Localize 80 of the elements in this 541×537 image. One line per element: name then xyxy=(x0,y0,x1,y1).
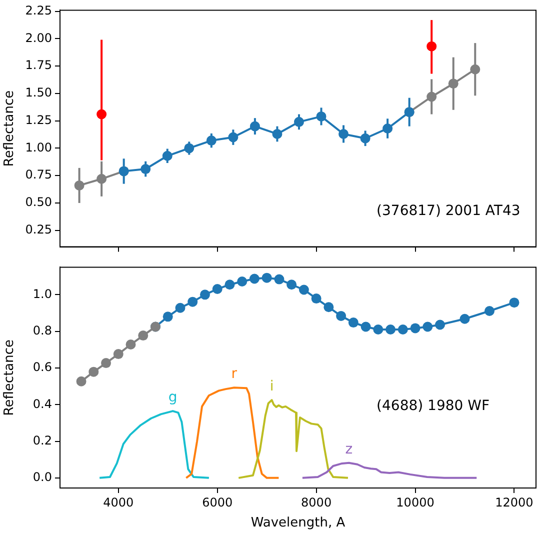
point xyxy=(348,318,358,328)
point xyxy=(206,136,216,146)
point xyxy=(76,376,86,386)
y-tick-label: 0.4 xyxy=(32,396,52,411)
point xyxy=(336,310,346,321)
point xyxy=(188,296,198,307)
point xyxy=(228,132,238,142)
point xyxy=(96,109,107,120)
point xyxy=(448,78,458,89)
point xyxy=(184,143,194,154)
annotation: (4688) 1980 WF xyxy=(376,398,490,414)
point xyxy=(88,366,99,377)
point xyxy=(311,294,322,304)
point xyxy=(360,133,370,144)
point xyxy=(324,302,334,312)
x-tick-label: 12000 xyxy=(495,495,534,510)
series-label: z xyxy=(345,442,353,458)
y-tick-label: 2.00 xyxy=(25,30,52,45)
x-tick-label: 6000 xyxy=(202,495,233,510)
y-tick-label: 0.0 xyxy=(32,470,52,484)
y-axis-title: Reflectance xyxy=(2,339,18,416)
y-tick-label: 0.6 xyxy=(32,360,52,374)
point xyxy=(316,111,326,122)
x-tick-label: 8000 xyxy=(301,495,332,510)
point xyxy=(382,124,393,134)
point xyxy=(175,302,186,313)
point xyxy=(126,340,136,350)
point xyxy=(286,280,297,290)
y-tick-label: 0.25 xyxy=(25,222,52,236)
point xyxy=(262,272,272,283)
point xyxy=(373,324,384,334)
x-axis-title: Wavelength, A xyxy=(250,516,346,531)
x-tick-label: 10000 xyxy=(396,495,434,510)
y-tick-label: 1.75 xyxy=(25,58,52,72)
point xyxy=(212,284,222,294)
series-label: g xyxy=(168,390,178,406)
point xyxy=(398,324,408,334)
point xyxy=(426,41,437,52)
y-axis-title: Reflectance xyxy=(2,90,18,167)
point xyxy=(484,306,494,316)
point xyxy=(272,128,282,139)
y-tick-label: 0.2 xyxy=(32,433,52,448)
point xyxy=(113,349,124,360)
point xyxy=(509,298,520,308)
point xyxy=(101,358,112,368)
point xyxy=(410,323,420,334)
point xyxy=(426,92,437,102)
point xyxy=(422,322,433,332)
point xyxy=(294,116,304,127)
point xyxy=(470,64,480,74)
annotation: (376817) 2001 AT43 xyxy=(376,202,520,219)
series-label: i xyxy=(270,378,274,395)
point xyxy=(96,174,107,184)
point xyxy=(140,164,151,174)
point xyxy=(162,312,173,322)
y-tick-label: 0.50 xyxy=(25,195,52,210)
x-tick-label: 4000 xyxy=(103,495,134,510)
point xyxy=(338,128,349,139)
point xyxy=(250,121,260,132)
point xyxy=(162,150,172,161)
y-tick-label: 1.50 xyxy=(25,86,52,100)
y-tick-label: 0.75 xyxy=(25,168,52,182)
y-tick-label: 1.25 xyxy=(25,112,52,127)
point xyxy=(237,276,248,286)
point xyxy=(138,330,148,341)
point xyxy=(298,284,309,295)
y-tick-label: 2.25 xyxy=(25,3,52,18)
y-tick-label: 0.8 xyxy=(32,323,52,338)
point xyxy=(360,322,371,332)
point xyxy=(74,180,84,190)
point xyxy=(435,320,446,330)
point xyxy=(460,314,470,324)
series-label: r xyxy=(231,366,238,382)
point xyxy=(200,290,210,300)
point xyxy=(386,324,396,334)
point xyxy=(224,280,235,290)
point xyxy=(274,274,284,284)
point xyxy=(249,274,260,284)
y-tick-label: 1.0 xyxy=(32,286,52,301)
y-tick-label: 1.00 xyxy=(25,140,52,154)
